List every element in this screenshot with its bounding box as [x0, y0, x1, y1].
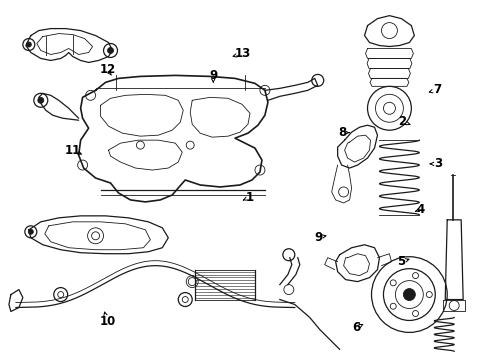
- Circle shape: [107, 48, 114, 54]
- Circle shape: [384, 102, 395, 114]
- Circle shape: [283, 249, 295, 261]
- Circle shape: [23, 39, 35, 50]
- Text: 7: 7: [434, 83, 442, 96]
- Circle shape: [382, 23, 397, 39]
- Circle shape: [77, 160, 88, 170]
- Text: 11: 11: [65, 144, 81, 157]
- Circle shape: [136, 141, 145, 149]
- Circle shape: [390, 303, 396, 309]
- Text: 9: 9: [314, 231, 322, 244]
- Circle shape: [426, 292, 432, 298]
- Circle shape: [403, 289, 416, 301]
- Circle shape: [178, 293, 192, 306]
- Circle shape: [188, 278, 196, 285]
- Circle shape: [413, 273, 418, 279]
- Circle shape: [103, 44, 118, 58]
- Text: 13: 13: [234, 47, 251, 60]
- Circle shape: [284, 285, 294, 294]
- Circle shape: [260, 85, 270, 95]
- Circle shape: [186, 276, 198, 288]
- Text: 9: 9: [209, 69, 218, 82]
- Text: 5: 5: [397, 255, 405, 268]
- Circle shape: [413, 311, 418, 316]
- Text: 12: 12: [99, 63, 116, 76]
- Text: 1: 1: [246, 191, 254, 204]
- Text: 3: 3: [434, 157, 442, 170]
- Circle shape: [92, 232, 99, 240]
- Circle shape: [86, 90, 96, 100]
- Circle shape: [88, 228, 103, 244]
- Text: 8: 8: [339, 126, 347, 139]
- Circle shape: [54, 288, 68, 302]
- Circle shape: [384, 269, 435, 320]
- Circle shape: [312, 75, 324, 86]
- Text: 4: 4: [416, 203, 425, 216]
- Circle shape: [28, 229, 33, 234]
- Circle shape: [371, 257, 447, 332]
- Text: 2: 2: [398, 116, 407, 129]
- Text: 10: 10: [99, 315, 116, 328]
- Circle shape: [339, 187, 348, 197]
- Circle shape: [26, 42, 31, 47]
- Circle shape: [390, 280, 396, 286]
- Circle shape: [255, 165, 265, 175]
- Circle shape: [395, 280, 423, 309]
- Circle shape: [34, 93, 48, 107]
- Circle shape: [25, 226, 37, 238]
- Text: 6: 6: [352, 321, 361, 334]
- Circle shape: [58, 292, 64, 298]
- Circle shape: [186, 141, 194, 149]
- Circle shape: [182, 297, 188, 302]
- Circle shape: [38, 97, 44, 103]
- Circle shape: [368, 86, 412, 130]
- Circle shape: [375, 94, 403, 122]
- Circle shape: [449, 301, 459, 310]
